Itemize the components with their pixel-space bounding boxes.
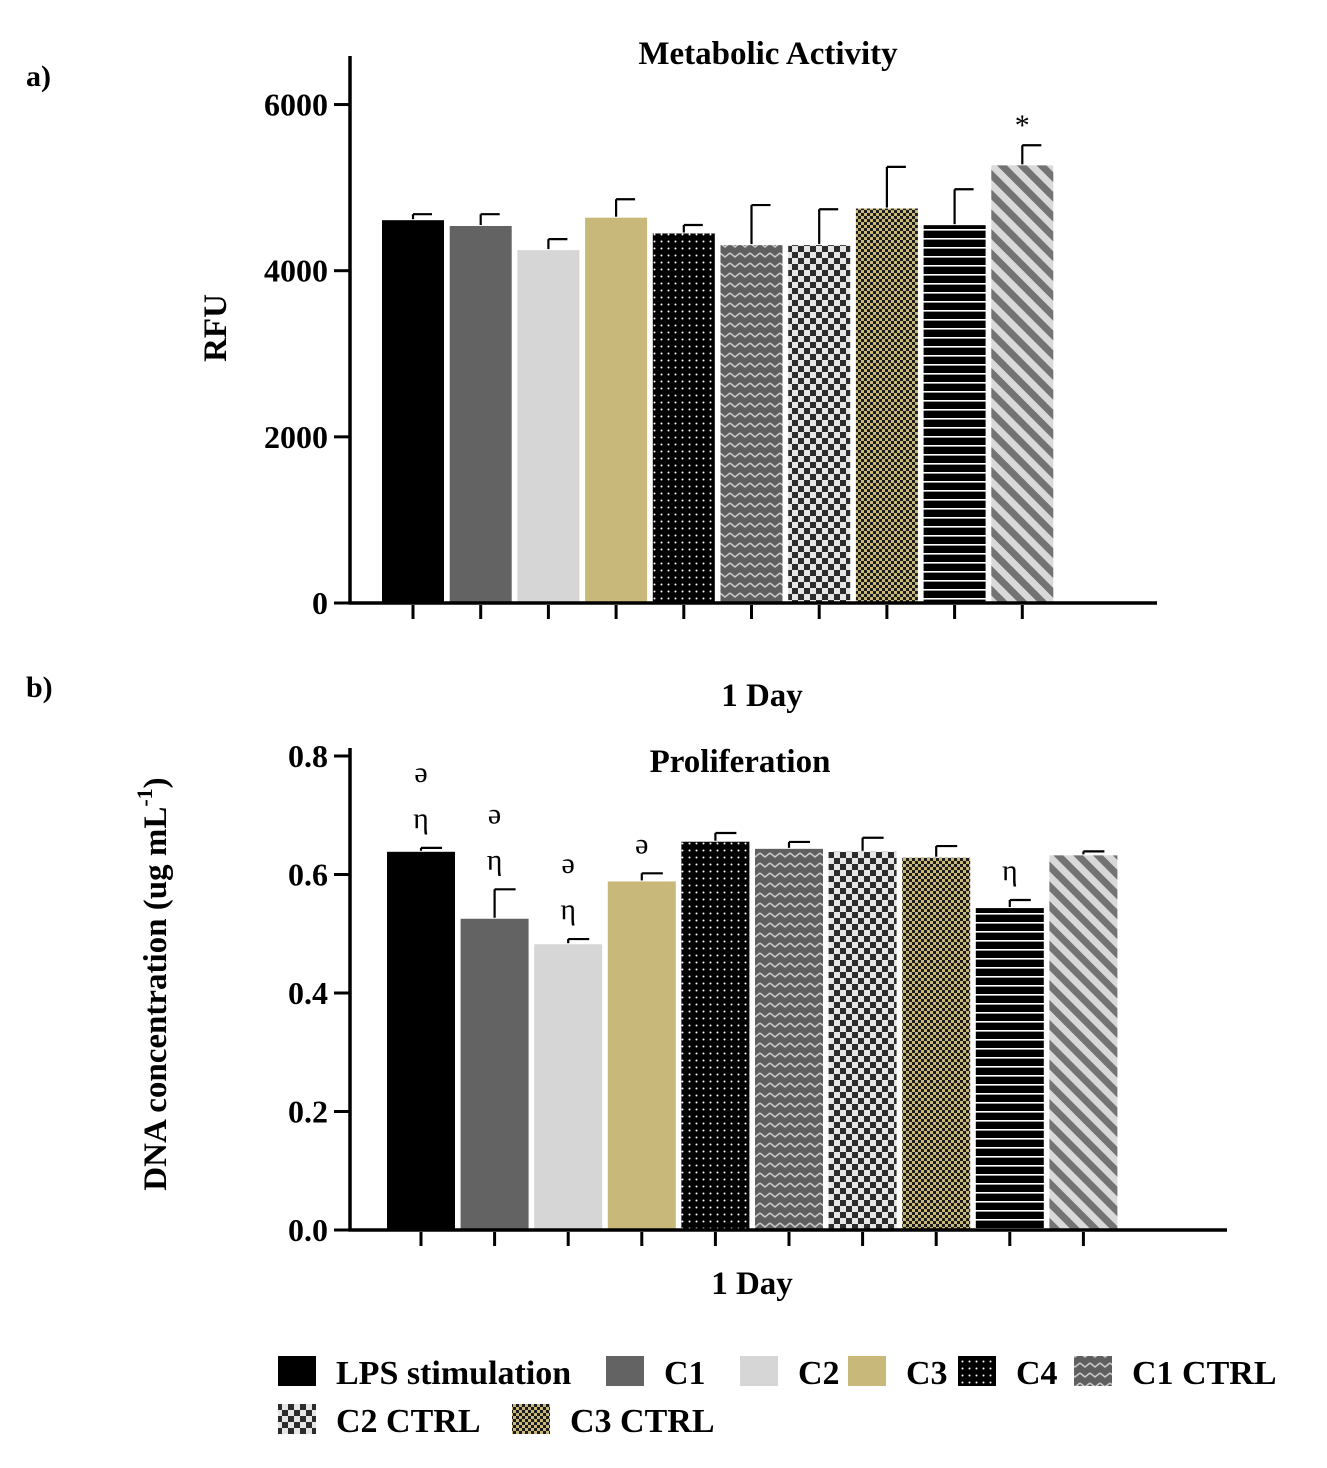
bar-c4 xyxy=(679,839,752,1231)
legend-swatch-c3-ctrl xyxy=(512,1404,550,1434)
bar-c3-ctrl xyxy=(900,855,973,1231)
panel-label-a: a) xyxy=(26,60,51,93)
bar-ctrl xyxy=(989,163,1056,604)
significance-marker: ə xyxy=(414,756,427,789)
y-tick-label: 0.0 xyxy=(288,1212,328,1248)
y-tick-label: 6000 xyxy=(264,87,328,123)
y-tick-label: 2000 xyxy=(264,419,328,455)
legend-label-lps-stimulation: LPS stimulation xyxy=(336,1355,571,1392)
chart-a-title: Metabolic Activity xyxy=(638,36,898,72)
legend-swatch-c2 xyxy=(740,1356,778,1386)
legend-label-c1: C1 xyxy=(664,1355,706,1392)
bar-c4-ctrl xyxy=(973,906,1046,1232)
bar-c4-ctrl xyxy=(921,223,988,605)
chart-a-ylabel: RFU xyxy=(198,294,234,362)
bar-lps-stimulation xyxy=(380,218,446,605)
bar-lps-stimulation xyxy=(385,849,457,1231)
legend-label-c3-ctrl: C3 CTRL xyxy=(570,1403,715,1440)
legend-label-c2-ctrl: C2 CTRL xyxy=(336,1403,481,1440)
significance-marker: * xyxy=(1015,109,1030,142)
y-tick-label: 0.4 xyxy=(288,975,328,1011)
legend-label-c3: C3 xyxy=(906,1355,948,1392)
bar-c3 xyxy=(605,879,678,1231)
legend-swatch-lps-stimulation xyxy=(278,1356,316,1386)
bar-c4 xyxy=(650,231,717,604)
chart-b-title: Proliferation xyxy=(650,744,831,780)
bar-c1 xyxy=(458,916,531,1231)
bar-c2-ctrl xyxy=(786,243,853,604)
bar-ctrl xyxy=(1047,853,1120,1231)
bar-c1-ctrl xyxy=(718,243,785,604)
chart-b-xlabel: 1 Day xyxy=(711,1266,793,1302)
legend-label-c1-ctrl: C1 CTRL xyxy=(1132,1355,1277,1392)
significance-marker: η xyxy=(487,843,503,876)
chart-b-ylabel-sup: -1 xyxy=(132,788,157,806)
y-tick-label: 0 xyxy=(312,585,328,621)
bar-c2 xyxy=(515,248,582,604)
chart-a-xlabel: 1 Day xyxy=(721,678,803,714)
legend: LPS stimulation C1 C2 C3 C4 C1 CTRL C2 CTRL C3 … xyxy=(278,1355,1277,1440)
y-tick-label: 0.6 xyxy=(288,857,328,893)
chart-b-ylabel-main: DNA concentration (ug mL xyxy=(138,807,174,1191)
significance-marker: η xyxy=(560,893,576,926)
bar-c2 xyxy=(532,942,605,1231)
legend-swatch-c2-ctrl xyxy=(278,1404,316,1434)
bar-c3-ctrl xyxy=(853,206,920,605)
bar-c2-ctrl xyxy=(826,849,899,1231)
legend-swatch-c3 xyxy=(848,1356,886,1386)
bar-c3 xyxy=(583,215,650,604)
bar-c1 xyxy=(447,224,514,604)
bar-c1-ctrl xyxy=(753,846,825,1232)
chart-b-ylabel-end: ) xyxy=(138,777,174,788)
legend-swatch-c1 xyxy=(606,1356,644,1386)
y-tick-label: 0.8 xyxy=(288,738,328,774)
chart-metabolic-activity: Metabolic Activity 1 Day RFU * 0 2000 4000… xyxy=(198,36,1157,714)
significance-marker: η xyxy=(1002,854,1018,887)
significance-marker: η xyxy=(413,802,429,835)
legend-label-c2: C2 xyxy=(798,1355,840,1392)
chart-proliferation: Proliferation 1 Day DNA concentration (u… xyxy=(132,738,1227,1302)
panel-label-b: b) xyxy=(26,671,53,704)
chart-b-ylabel: DNA concentration (ug mL-1) xyxy=(132,777,174,1190)
significance-marker: ə xyxy=(562,847,575,880)
y-tick-label: 0.2 xyxy=(288,1094,328,1130)
significance-marker: ə xyxy=(635,827,648,860)
y-tick-label: 4000 xyxy=(264,253,328,289)
significance-marker: ə xyxy=(488,797,501,830)
legend-label-c4: C4 xyxy=(1016,1355,1058,1392)
legend-swatch-c1-ctrl xyxy=(1074,1356,1112,1386)
legend-swatch-c4 xyxy=(958,1356,996,1386)
